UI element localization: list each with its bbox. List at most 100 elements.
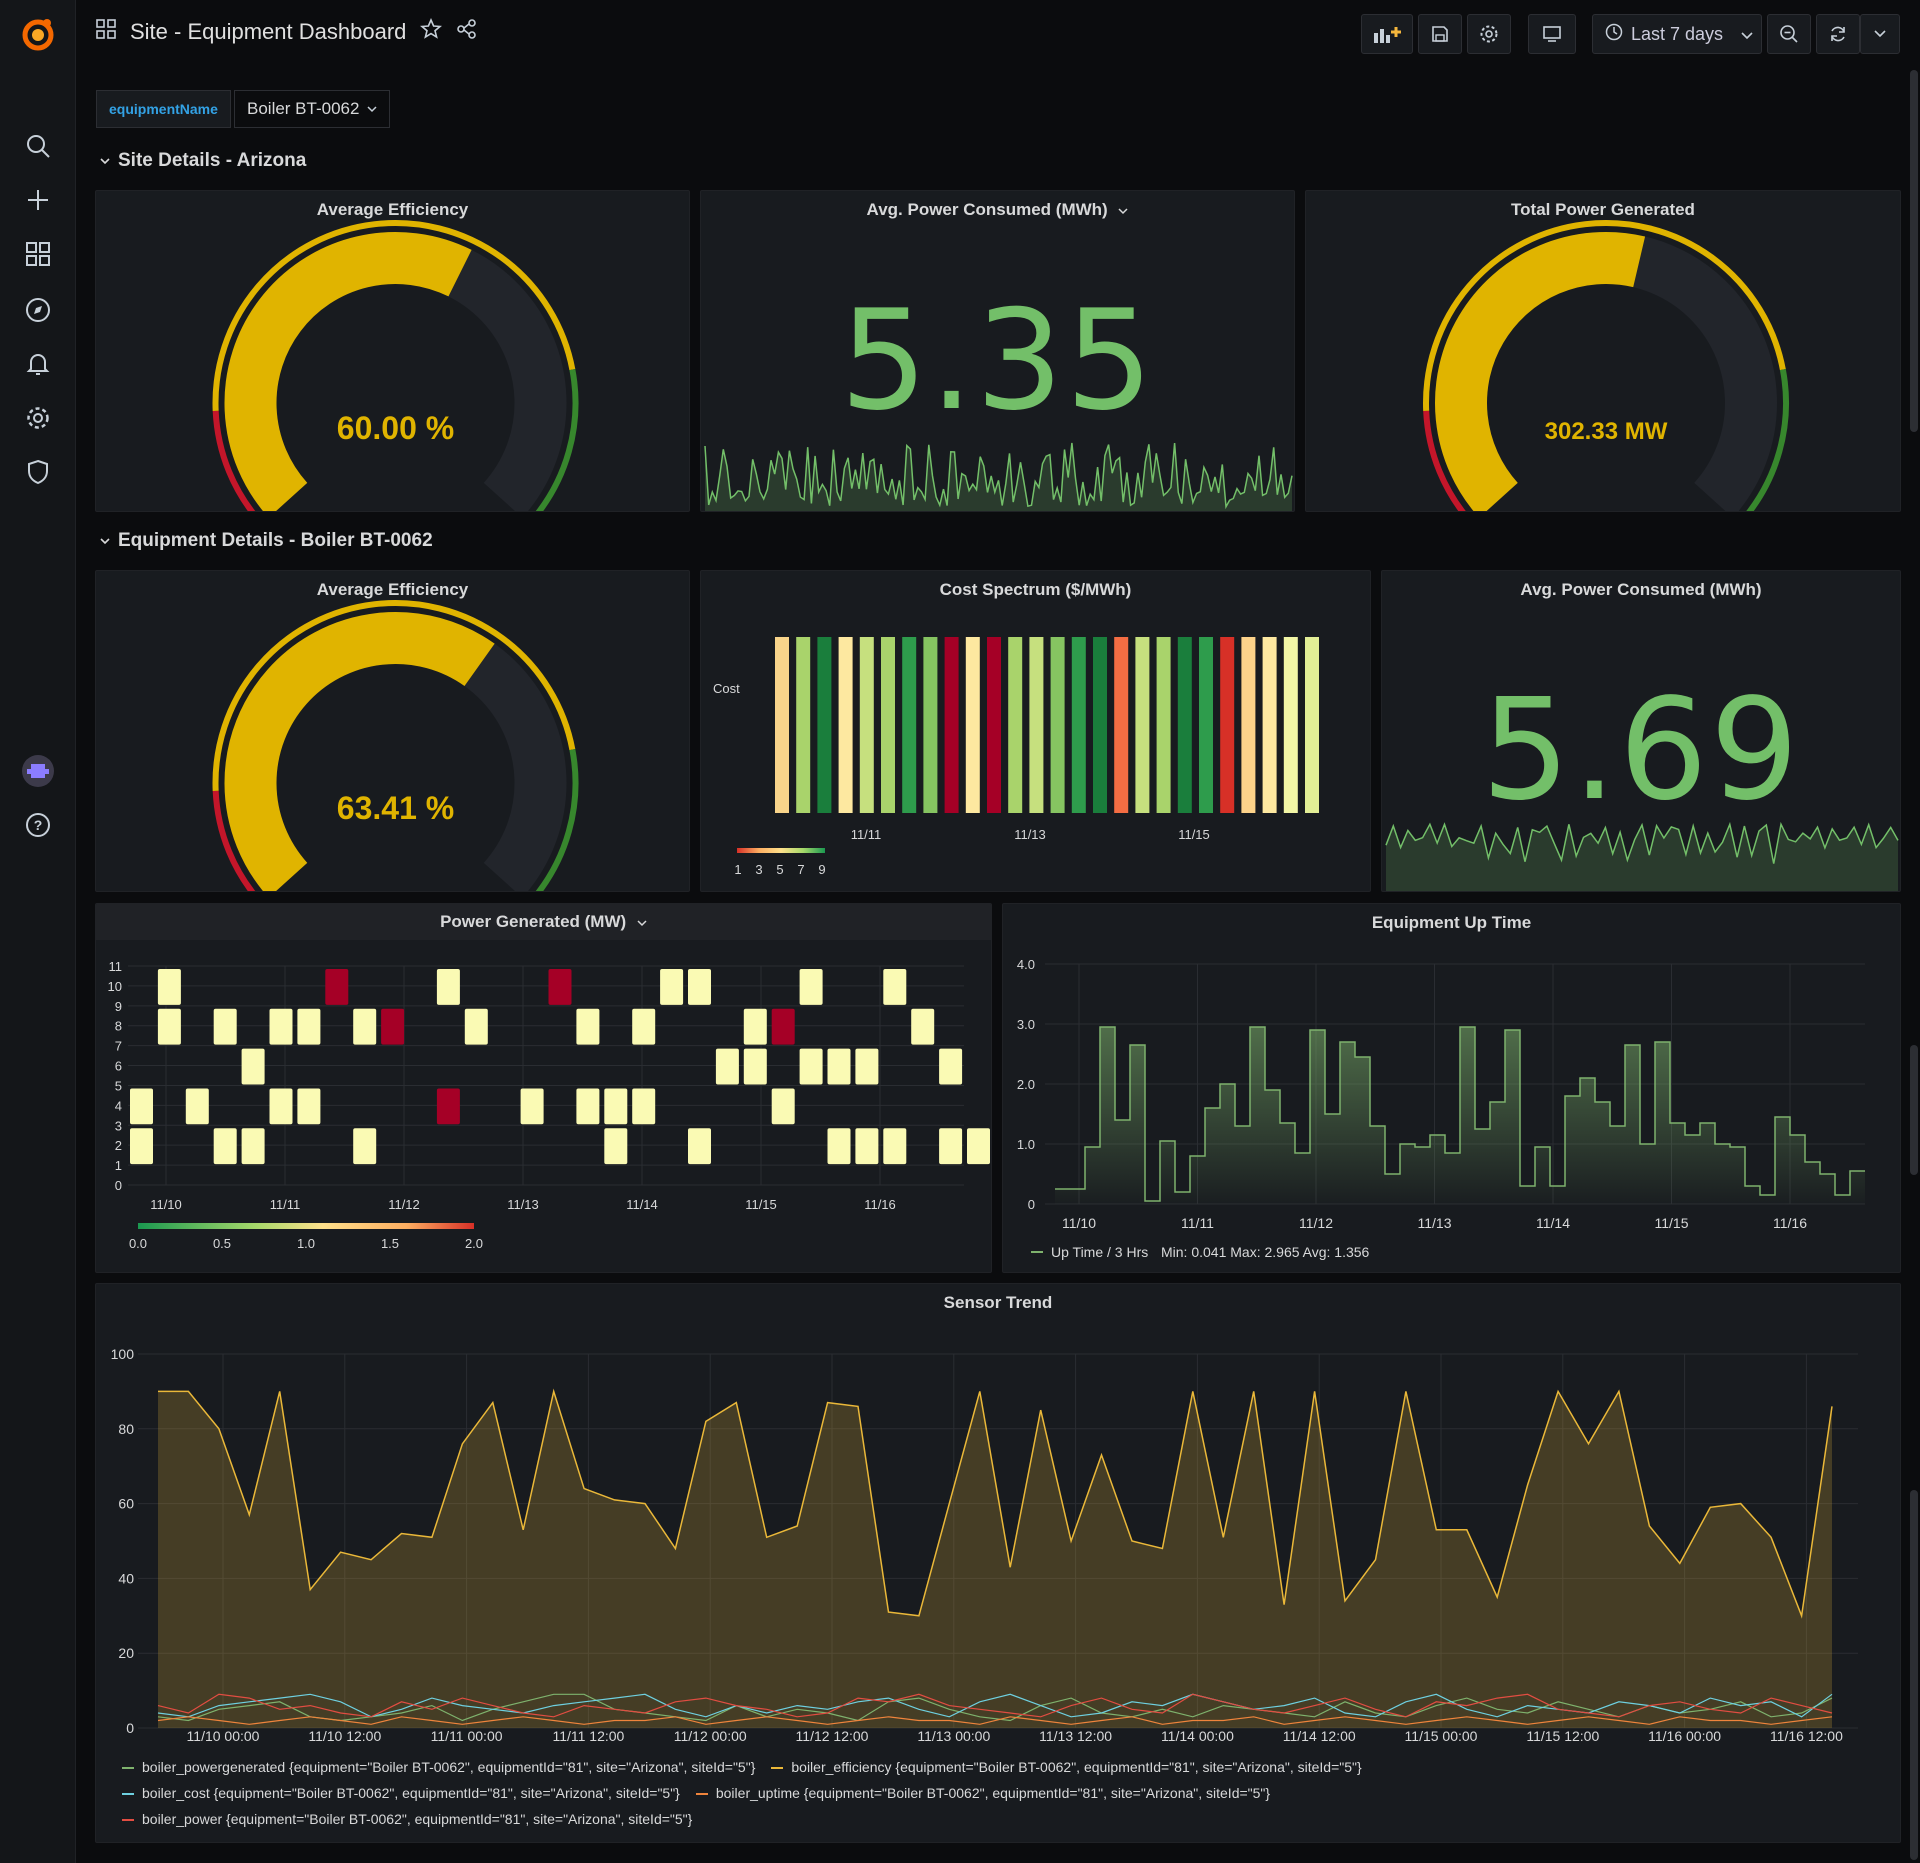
series-line bbox=[157, 1693, 1833, 1718]
alerting-bell-icon[interactable] bbox=[18, 344, 58, 384]
dashboard-title[interactable]: Site - Equipment Dashboard bbox=[130, 19, 407, 44]
row-equipment-details[interactable]: Equipment Details - Boiler BT-0062 bbox=[100, 530, 433, 552]
legend-tick-label: 9 bbox=[818, 862, 825, 877]
y-tick-label: 9 bbox=[115, 999, 122, 1014]
legend-item[interactable]: boiler_powergenerated {equipment="Boiler… bbox=[122, 1759, 755, 1775]
x-tick-label: 11/11 00:00 bbox=[431, 1728, 503, 1744]
time-range-label: Last 7 days bbox=[1631, 23, 1724, 44]
shield-icon[interactable] bbox=[18, 452, 58, 492]
stat-value: 5.69 bbox=[1481, 669, 1801, 832]
x-tick-label: 11/15 bbox=[1655, 1215, 1689, 1231]
cost-bar bbox=[1029, 637, 1044, 813]
legend-item[interactable]: boiler_power {equipment="Boiler BT-0062"… bbox=[122, 1811, 692, 1827]
legend-label: boiler_powergenerated {equipment="Boiler… bbox=[142, 1759, 756, 1775]
heatmap-cell bbox=[576, 1008, 600, 1045]
settings-gear-icon[interactable] bbox=[1467, 14, 1511, 54]
y-tick-label: 20 bbox=[118, 1645, 134, 1661]
gauge-chart: 60.00 % bbox=[212, 220, 579, 511]
gauge-threshold-yellow bbox=[1423, 220, 1786, 411]
user-avatar[interactable] bbox=[18, 751, 58, 791]
star-icon[interactable] bbox=[420, 17, 443, 46]
panel-sensor-trend[interactable]: Sensor Trend 0 20 40 60 80 100 11/10 00:00 11/1… bbox=[95, 1283, 1901, 1843]
panel-total-power-generated[interactable]: Total Power Generated 302.33 MW bbox=[1305, 190, 1901, 512]
heatmap-cell bbox=[213, 1128, 237, 1165]
y-tick-label: 60 bbox=[118, 1496, 134, 1512]
panel-title: Average Efficiency bbox=[316, 200, 469, 219]
legend-row: boiler_power {equipment="Boiler BT-0062"… bbox=[122, 1806, 1882, 1832]
sparkline-line bbox=[704, 442, 1293, 510]
panel-equipment-avg-power-consumed[interactable]: Avg. Power Consumed (MWh) 5.69 bbox=[1381, 570, 1901, 892]
heatmap-cell bbox=[799, 968, 823, 1005]
help-icon[interactable]: ? bbox=[18, 805, 58, 845]
cost-bar bbox=[1220, 637, 1235, 813]
stat-value: 5.35 bbox=[839, 280, 1156, 441]
heatmap-cell bbox=[157, 968, 181, 1005]
add-panel-button[interactable] bbox=[1361, 14, 1413, 54]
zoom-out-icon[interactable] bbox=[1767, 14, 1811, 54]
panel-site-average-efficiency[interactable]: Average Efficiency 60.00 % bbox=[95, 190, 690, 512]
gauge-threshold-red bbox=[212, 790, 256, 891]
chevron-down-icon[interactable] bbox=[637, 920, 647, 927]
tv-mode-icon[interactable] bbox=[1528, 14, 1576, 54]
heatmap-cell bbox=[297, 1008, 321, 1045]
legend-tick-label: 1 bbox=[734, 862, 741, 877]
heatmap-cell bbox=[297, 1088, 321, 1125]
legend-item[interactable]: boiler_uptime {equipment="Boiler BT-0062… bbox=[695, 1785, 1270, 1801]
legend-tick-label: 1.0 bbox=[297, 1236, 315, 1251]
chevron-down-icon[interactable] bbox=[1118, 208, 1128, 215]
x-tick-label: 11/12 bbox=[1299, 1215, 1333, 1231]
chevron-down-icon bbox=[100, 537, 110, 544]
heatmap-cell bbox=[939, 1048, 963, 1085]
panel-equipment-up-time[interactable]: Equipment Up Time 0 1.0 2.0 3.0 4.0 11/10 11/1… bbox=[1002, 903, 1901, 1273]
equipment-name-select[interactable]: Boiler BT-0062 bbox=[234, 90, 391, 128]
heatmap-cell bbox=[743, 1008, 767, 1045]
y-tick-label: 11 bbox=[109, 959, 123, 974]
heatmap-cell bbox=[799, 1048, 823, 1085]
row-title: Equipment Details - Boiler BT-0062 bbox=[118, 530, 433, 551]
x-tick-label: 11/16 bbox=[1773, 1215, 1807, 1231]
heatmap-cell bbox=[883, 1128, 907, 1165]
explore-compass-icon[interactable] bbox=[18, 290, 58, 330]
legend-label: boiler_cost {equipment="Boiler BT-0062",… bbox=[142, 1785, 680, 1801]
legend-item[interactable]: boiler_efficiency {equipment="Boiler BT-… bbox=[771, 1759, 1362, 1775]
cost-bar bbox=[1071, 637, 1086, 813]
configuration-gear-icon[interactable] bbox=[18, 398, 58, 438]
legend-swatch bbox=[122, 1793, 134, 1796]
plus-icon[interactable] bbox=[18, 180, 58, 220]
heatmap-cell bbox=[827, 1048, 851, 1085]
variable-value: Boiler BT-0062 bbox=[247, 99, 360, 118]
panel-power-generated-heatmap[interactable]: Power Generated (MW) 0 1 2 3 4 5 6 7 8 9 10 11 11/10… bbox=[95, 903, 992, 1273]
heatmap-cell bbox=[911, 1008, 935, 1045]
save-icon[interactable] bbox=[1418, 14, 1462, 54]
cost-bar bbox=[775, 637, 789, 813]
y-tick-label: 2 bbox=[115, 1138, 122, 1153]
heatmap-cell bbox=[436, 968, 460, 1005]
scrollbar-thumb[interactable] bbox=[1910, 1045, 1918, 1175]
x-tick-label: 11/11 12:00 bbox=[552, 1728, 624, 1744]
panel-cost-spectrum[interactable]: Cost Spectrum ($/MWh) Cost 11/11 11/13 11/1… bbox=[700, 570, 1371, 892]
panel-title: Power Generated (MW) bbox=[440, 912, 627, 931]
share-icon[interactable] bbox=[456, 18, 478, 46]
panel-title: Avg. Power Consumed (MWh) bbox=[1520, 580, 1762, 599]
refresh-icon[interactable] bbox=[1816, 14, 1860, 54]
heatmap-cell bbox=[436, 1088, 460, 1125]
y-tick-label: 40 bbox=[118, 1570, 134, 1586]
legend-row: boiler_powergenerated {equipment="Boiler… bbox=[122, 1754, 1882, 1780]
legend-stats: Min: 0.041 Max: 2.965 Avg: 1.356 bbox=[1161, 1244, 1370, 1260]
cost-bar bbox=[923, 637, 938, 813]
scrollbar-thumb[interactable] bbox=[1910, 70, 1918, 432]
heatmap-cell bbox=[157, 1008, 181, 1045]
grafana-logo-icon[interactable] bbox=[18, 14, 58, 54]
time-picker-button[interactable]: Last 7 days bbox=[1592, 14, 1762, 54]
row-site-details[interactable]: Site Details - Arizona bbox=[100, 150, 306, 172]
panel-site-avg-power-consumed[interactable]: Avg. Power Consumed (MWh) 5.35 bbox=[700, 190, 1295, 512]
dashboards-icon[interactable] bbox=[18, 234, 58, 274]
heatmap-cell bbox=[269, 1088, 293, 1125]
scrollbar-thumb[interactable] bbox=[1910, 1490, 1918, 1860]
legend-item[interactable]: boiler_cost {equipment="Boiler BT-0062",… bbox=[122, 1785, 680, 1801]
y-tick-label: 4 bbox=[115, 1098, 122, 1113]
panel-equipment-average-efficiency[interactable]: Average Efficiency 63.41 % bbox=[95, 570, 690, 892]
search-icon[interactable] bbox=[18, 126, 58, 166]
svg-text:?: ? bbox=[34, 817, 43, 833]
refresh-interval-dropdown[interactable] bbox=[1860, 14, 1900, 54]
